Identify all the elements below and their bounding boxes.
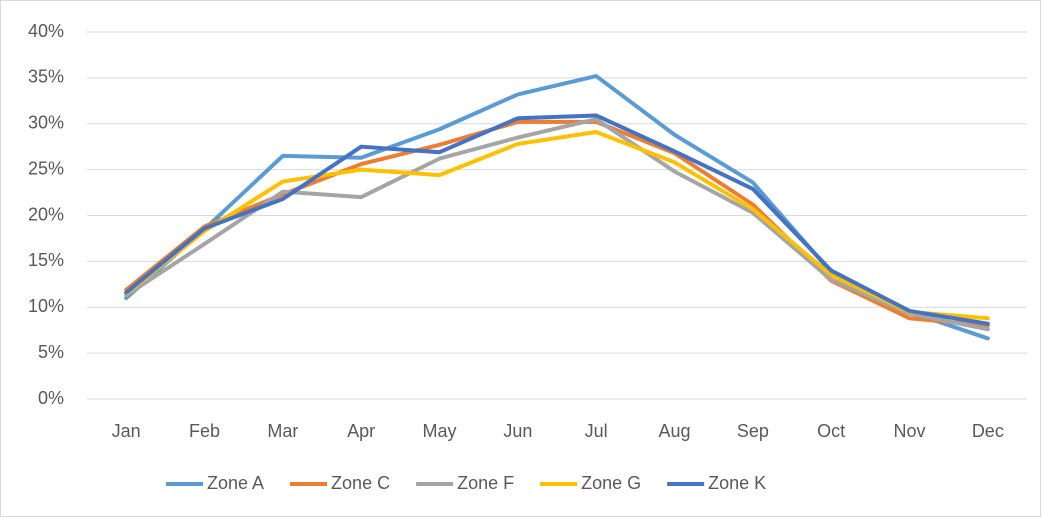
x-tick-label: Dec	[972, 421, 1004, 441]
y-tick-label: 35%	[28, 67, 64, 87]
legend-label: Zone C	[331, 473, 390, 493]
y-tick-label: 10%	[28, 296, 64, 316]
series-line	[124, 130, 990, 321]
y-tick-label: 0%	[38, 388, 64, 408]
x-tick-label: Nov	[893, 421, 925, 441]
x-tick-label: Oct	[817, 421, 845, 441]
x-tick-label: Jul	[585, 421, 608, 441]
x-tick-label: Aug	[658, 421, 690, 441]
legend-label: Zone K	[708, 473, 766, 493]
x-tick-label: Mar	[267, 421, 298, 441]
legend-label: Zone F	[457, 473, 514, 493]
y-tick-label: 20%	[28, 204, 64, 224]
legend-label: Zone A	[207, 473, 264, 493]
x-tick-label: Feb	[189, 421, 220, 441]
y-tick-label: 15%	[28, 250, 64, 270]
x-tick-label: Jun	[503, 421, 532, 441]
y-tick-label: 5%	[38, 342, 64, 362]
y-tick-label: 40%	[28, 21, 64, 41]
y-tick-label: 30%	[28, 113, 64, 133]
y-tick-label: 25%	[28, 158, 64, 178]
series-line	[124, 117, 990, 332]
x-tick-label: May	[422, 421, 456, 441]
x-tick-label: Apr	[347, 421, 375, 441]
legend-label: Zone G	[581, 473, 641, 493]
x-tick-label: Sep	[737, 421, 769, 441]
series-line	[124, 113, 990, 326]
x-tick-label: Jan	[112, 421, 141, 441]
